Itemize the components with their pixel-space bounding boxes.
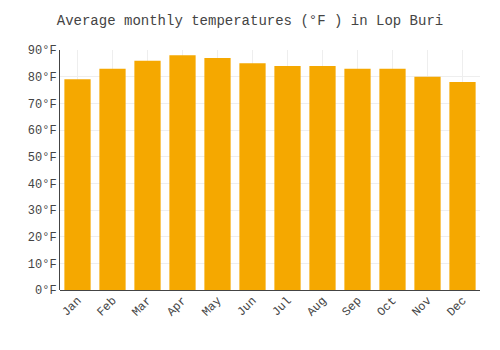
svg-text:Dec: Dec xyxy=(444,294,469,319)
svg-text:Average monthly temperatures (: Average monthly temperatures (°F ) in Lo… xyxy=(57,13,443,29)
svg-text:Sep: Sep xyxy=(339,294,364,319)
svg-text:Jun: Jun xyxy=(234,294,259,319)
svg-text:May: May xyxy=(199,294,224,319)
svg-text:40°F: 40°F xyxy=(28,178,57,192)
svg-text:Oct: Oct xyxy=(374,294,399,319)
svg-text:0°F: 0°F xyxy=(35,284,57,298)
svg-text:Apr: Apr xyxy=(164,294,189,319)
svg-text:Feb: Feb xyxy=(94,294,119,319)
svg-text:Mar: Mar xyxy=(129,294,154,319)
svg-text:Jul: Jul xyxy=(269,294,294,319)
svg-text:Nov: Nov xyxy=(409,294,434,319)
svg-text:70°F: 70°F xyxy=(28,98,57,112)
svg-text:30°F: 30°F xyxy=(28,204,57,218)
svg-text:Jan: Jan xyxy=(59,294,84,319)
svg-text:10°F: 10°F xyxy=(28,258,57,272)
svg-text:20°F: 20°F xyxy=(28,231,57,245)
svg-text:80°F: 80°F xyxy=(28,71,57,85)
svg-text:90°F: 90°F xyxy=(28,44,57,58)
svg-text:60°F: 60°F xyxy=(28,124,57,138)
svg-text:Aug: Aug xyxy=(304,294,329,319)
svg-text:50°F: 50°F xyxy=(28,151,57,165)
